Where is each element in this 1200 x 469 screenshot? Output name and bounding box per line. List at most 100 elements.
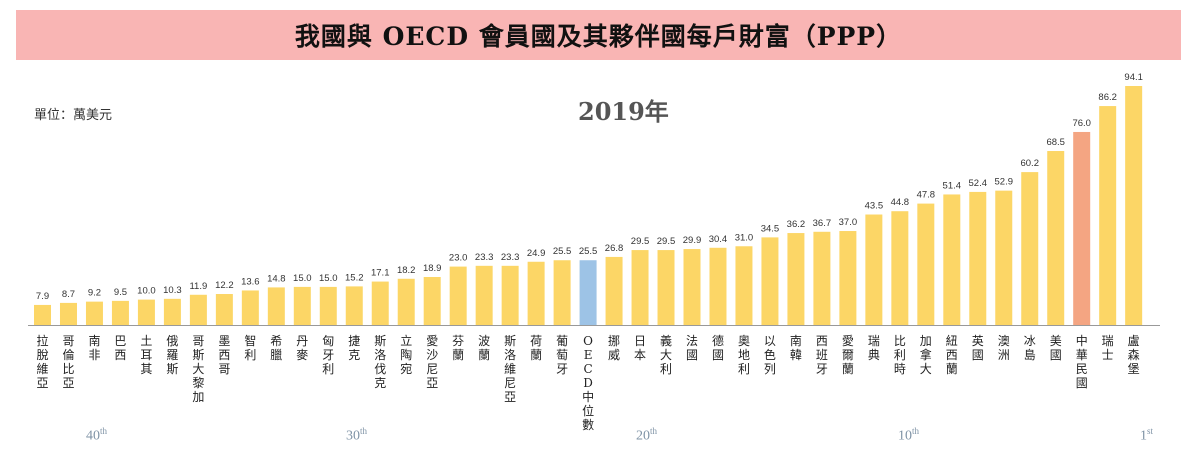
value-label: 43.5 [865, 201, 884, 212]
value-label: 13.6 [241, 276, 260, 287]
category-label: 斯洛維尼亞 [504, 334, 516, 404]
bar [189, 294, 207, 325]
category-label: 波蘭 [478, 334, 490, 362]
bar [501, 265, 519, 325]
category-label: 土耳其 [140, 334, 152, 376]
category-label: 比利時 [894, 334, 906, 376]
value-label: 37.0 [839, 217, 858, 228]
category-label: 希臘 [270, 333, 282, 362]
bar [85, 301, 103, 325]
value-label: 44.8 [891, 197, 910, 208]
bar [475, 265, 493, 325]
bar [917, 203, 935, 325]
value-label: 18.9 [423, 263, 442, 274]
category-label: 芬蘭 [452, 334, 464, 362]
value-label: 94.1 [1124, 72, 1143, 83]
value-label: 25.5 [579, 246, 598, 257]
value-label: 10.0 [137, 286, 156, 297]
value-label: 9.2 [88, 288, 101, 299]
value-label: 52.9 [995, 177, 1014, 188]
unit-label: 單位：萬美元 [34, 108, 113, 123]
category-label: 巴西 [114, 334, 126, 362]
category-label: O E C D 中位數 [582, 334, 594, 432]
value-label: 47.8 [917, 190, 936, 201]
bar [579, 260, 597, 325]
bar [267, 287, 285, 325]
rank-label-20th: 20th [636, 426, 658, 444]
bar [137, 299, 155, 325]
category-label: 日本 [634, 334, 646, 362]
category-label: 俄羅斯 [166, 334, 178, 376]
bar [345, 286, 363, 325]
category-label: 南韓 [790, 333, 802, 362]
category-label: 義大利 [660, 333, 672, 376]
category-label: 南非 [88, 333, 100, 362]
category-label: 加拿大 [920, 334, 932, 376]
value-label: 76.0 [1072, 118, 1091, 129]
rank-label-30th: 30th [346, 426, 368, 444]
bar [761, 237, 779, 325]
category-label: 西班牙 [816, 334, 828, 376]
category-label: 瑞典 [868, 334, 880, 362]
category-label: 瑞士 [1102, 334, 1114, 362]
bar [371, 281, 389, 325]
bar [527, 261, 545, 325]
category-label: 愛爾蘭 [842, 334, 854, 376]
value-label: 36.7 [813, 218, 832, 229]
category-label: 捷克 [348, 334, 360, 362]
bar [813, 231, 831, 325]
bar [111, 300, 129, 325]
bar [943, 194, 961, 325]
value-label: 36.2 [787, 219, 806, 230]
category-label: 葡萄牙 [556, 334, 568, 376]
category-label: 以色列 [764, 334, 776, 376]
value-label: 17.1 [371, 268, 390, 279]
bar [839, 231, 857, 325]
bar [215, 294, 233, 325]
value-label: 14.8 [267, 273, 286, 284]
value-label: 29.9 [683, 235, 702, 246]
bar [319, 286, 337, 325]
bar [1073, 131, 1091, 325]
bar [449, 266, 467, 325]
value-label: 15.0 [319, 273, 338, 284]
bar [241, 290, 259, 325]
year-label: 2019年 [578, 97, 669, 126]
value-label: 11.9 [189, 281, 207, 292]
bar [553, 260, 571, 325]
category-label: 哥倫比亞 [62, 334, 74, 390]
bar [1021, 172, 1039, 325]
category-label: 紐西蘭 [946, 334, 958, 376]
category-label: 奧地利 [738, 334, 750, 376]
value-label: 23.3 [501, 252, 520, 263]
value-label: 7.9 [36, 291, 49, 302]
value-label: 9.5 [114, 287, 127, 298]
value-label: 12.2 [215, 280, 234, 291]
bar [657, 250, 675, 325]
category-label: 立陶宛 [400, 333, 412, 376]
rank-label-10th: 10th [898, 426, 920, 444]
value-label: 29.5 [631, 236, 650, 247]
bar [34, 304, 51, 325]
bar [293, 286, 311, 325]
bar [59, 302, 77, 325]
bar [709, 247, 727, 325]
bar [163, 298, 181, 325]
value-label: 26.8 [605, 243, 624, 254]
bar [735, 246, 753, 325]
bar [995, 190, 1013, 325]
value-label: 86.2 [1098, 92, 1117, 103]
category-label: 丹麥 [296, 334, 308, 362]
bar [1125, 86, 1143, 325]
category-label: 中華民國 [1076, 333, 1088, 390]
category-label: 美國 [1050, 334, 1062, 362]
value-label: 23.3 [475, 252, 494, 263]
category-label: 德國 [712, 333, 724, 362]
value-label: 10.3 [163, 285, 182, 296]
bar [969, 191, 987, 325]
category-label: 墨西哥 [218, 334, 230, 376]
bar [1047, 151, 1065, 325]
bar [423, 276, 441, 325]
rank-label-1st: 1st [1140, 426, 1154, 444]
